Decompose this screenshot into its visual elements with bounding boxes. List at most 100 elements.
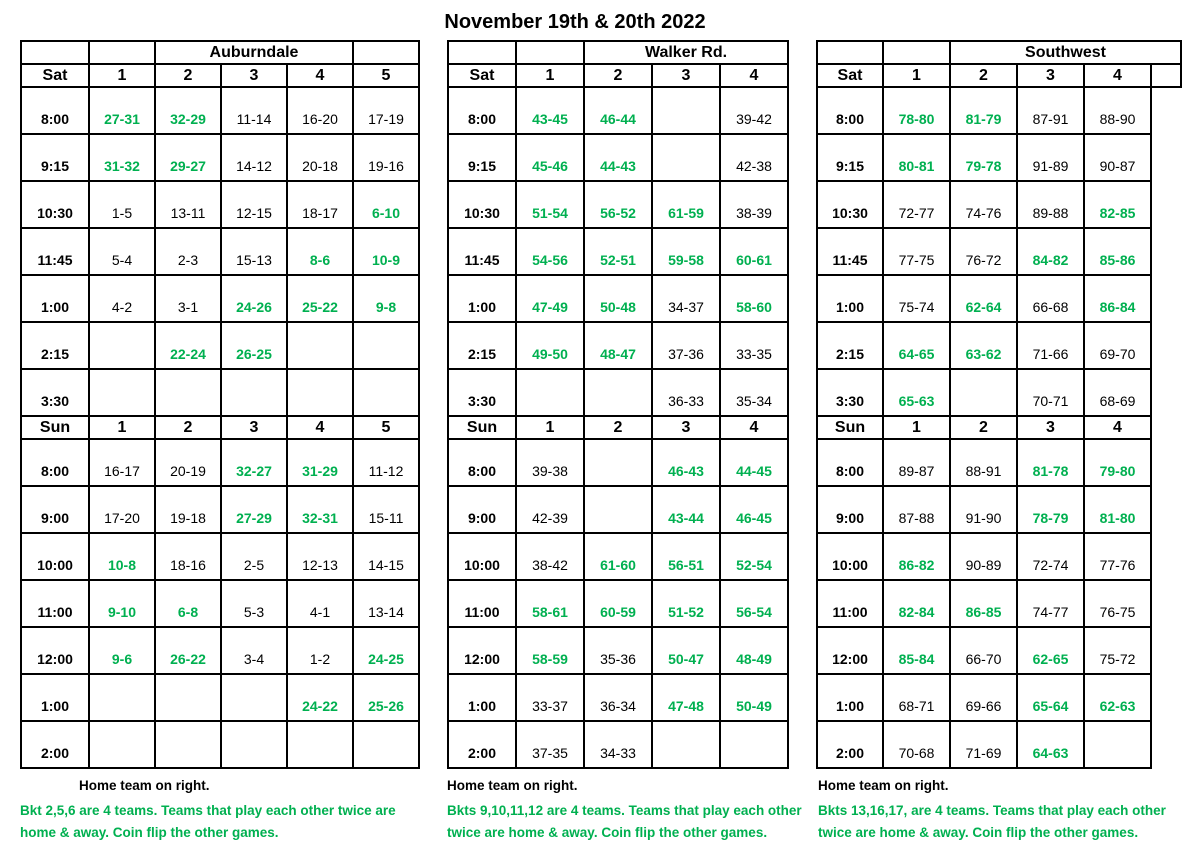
matchup-cell: 85-84 (882, 626, 951, 675)
bracket-col-header: 3 (651, 63, 721, 88)
time-cell: 8:00 (447, 86, 517, 135)
schedule-block-southwest: Southwest Sat 1 2 3 4 8:00 78-80 81-79 87-91 88-90… (816, 40, 1182, 844)
matchup-cell: 9-6 (88, 626, 156, 675)
matchup-cell: 11-14 (220, 86, 288, 135)
matchup-cell: 38-42 (515, 532, 585, 581)
time-cell: 11:00 (816, 579, 884, 628)
matchup-cell: 6-10 (352, 180, 420, 229)
bracket-col-header: 2 (583, 415, 653, 440)
matchup-cell: 82-84 (882, 579, 951, 628)
matchup-cell: 13-11 (154, 180, 222, 229)
matchup-cell: 58-61 (515, 579, 585, 628)
matchup-cell: 1-5 (88, 180, 156, 229)
matchup-cell: 48-49 (719, 626, 789, 675)
bracket-col-header: 4 (719, 415, 789, 440)
matchup-cell: 66-70 (949, 626, 1018, 675)
matchup-cell: 16-17 (88, 438, 156, 487)
matchup-cell (88, 720, 156, 769)
day-label: Sun (447, 415, 517, 440)
matchup-cell: 74-76 (949, 180, 1018, 229)
time-cell: 12:00 (816, 626, 884, 675)
matchup-cell: 43-44 (651, 485, 721, 534)
time-cell: 3:30 (816, 368, 884, 417)
time-cell: 3:30 (447, 368, 517, 417)
matchup-cell: 17-20 (88, 485, 156, 534)
matchup-cell: 51-52 (651, 579, 721, 628)
matchup-cell: 9-8 (352, 274, 420, 323)
matchup-cell: 2-3 (154, 227, 222, 276)
matchup-cell: 74-77 (1016, 579, 1085, 628)
matchup-cell: 78-80 (882, 86, 951, 135)
matchup-cell: 18-16 (154, 532, 222, 581)
venue-name: Walker Rd. (583, 40, 789, 65)
matchup-cell: 8-6 (286, 227, 354, 276)
bracket-note: Bkts 9,10,11,12 are 4 teams. Teams that … (447, 800, 802, 844)
matchup-cell: 62-64 (949, 274, 1018, 323)
matchup-cell: 16-20 (286, 86, 354, 135)
matchup-cell: 51-54 (515, 180, 585, 229)
matchup-cell: 27-29 (220, 485, 288, 534)
bracket-note-line2: twice are home & away. Coin flip the oth… (818, 825, 1139, 840)
time-cell: 1:00 (447, 673, 517, 722)
time-cell: 9:00 (447, 485, 517, 534)
matchup-cell: 24-25 (352, 626, 420, 675)
matchup-cell (651, 720, 721, 769)
bracket-col-header: 1 (88, 63, 156, 88)
time-cell: 9:00 (816, 485, 884, 534)
matchup-cell (1083, 720, 1152, 769)
matchup-cell: 2-5 (220, 532, 288, 581)
matchup-cell: 60-61 (719, 227, 789, 276)
matchup-cell (949, 368, 1018, 417)
matchup-cell: 56-51 (651, 532, 721, 581)
matchup-cell: 82-85 (1083, 180, 1152, 229)
matchup-cell: 24-22 (286, 673, 354, 722)
matchup-cell: 46-43 (651, 438, 721, 487)
time-cell: 10:30 (447, 180, 517, 229)
matchup-cell: 46-44 (583, 86, 653, 135)
matchup-cell: 26-25 (220, 321, 288, 370)
time-cell: 2:15 (20, 321, 90, 370)
matchup-cell: 33-35 (719, 321, 789, 370)
matchup-cell (286, 368, 354, 417)
matchup-cell: 32-29 (154, 86, 222, 135)
matchup-cell: 76-72 (949, 227, 1018, 276)
bracket-col-header: 1 (515, 63, 585, 88)
matchup-cell: 20-18 (286, 133, 354, 182)
matchup-cell: 47-49 (515, 274, 585, 323)
bracket-note-line1: Bkts 13,16,17, are 4 teams. Teams that p… (818, 803, 1166, 818)
bracket-col-header: 5 (352, 63, 420, 88)
day-label: Sat (20, 63, 90, 88)
matchup-cell: 33-37 (515, 673, 585, 722)
matchup-cell: 39-42 (719, 86, 789, 135)
time-cell: 8:00 (20, 438, 90, 487)
time-cell: 8:00 (816, 438, 884, 487)
matchup-cell: 5-4 (88, 227, 156, 276)
matchup-cell: 15-13 (220, 227, 288, 276)
time-cell: 2:00 (20, 720, 90, 769)
matchup-cell: 77-76 (1083, 532, 1152, 581)
time-cell: 2:00 (447, 720, 517, 769)
matchup-cell: 26-22 (154, 626, 222, 675)
matchup-cell: 71-69 (949, 720, 1018, 769)
matchup-cell: 22-24 (154, 321, 222, 370)
time-cell: 1:00 (20, 673, 90, 722)
time-cell: 9:15 (447, 133, 517, 182)
matchup-cell: 75-74 (882, 274, 951, 323)
bracket-col-header: 3 (1016, 63, 1085, 88)
matchup-cell (352, 321, 420, 370)
matchup-cell: 65-64 (1016, 673, 1085, 722)
bracket-note: Bkt 2,5,6 are 4 teams. Teams that play e… (20, 800, 420, 844)
matchup-cell: 42-39 (515, 485, 585, 534)
matchup-cell: 9-10 (88, 579, 156, 628)
time-cell: 1:00 (20, 274, 90, 323)
matchup-cell: 32-31 (286, 485, 354, 534)
matchup-cell: 25-26 (352, 673, 420, 722)
matchup-cell: 72-77 (882, 180, 951, 229)
matchup-cell: 14-15 (352, 532, 420, 581)
matchup-cell: 49-50 (515, 321, 585, 370)
matchup-cell: 68-71 (882, 673, 951, 722)
matchup-cell (154, 673, 222, 722)
matchup-cell: 19-18 (154, 485, 222, 534)
day-label: Sat (816, 63, 884, 88)
matchup-cell: 69-70 (1083, 321, 1152, 370)
